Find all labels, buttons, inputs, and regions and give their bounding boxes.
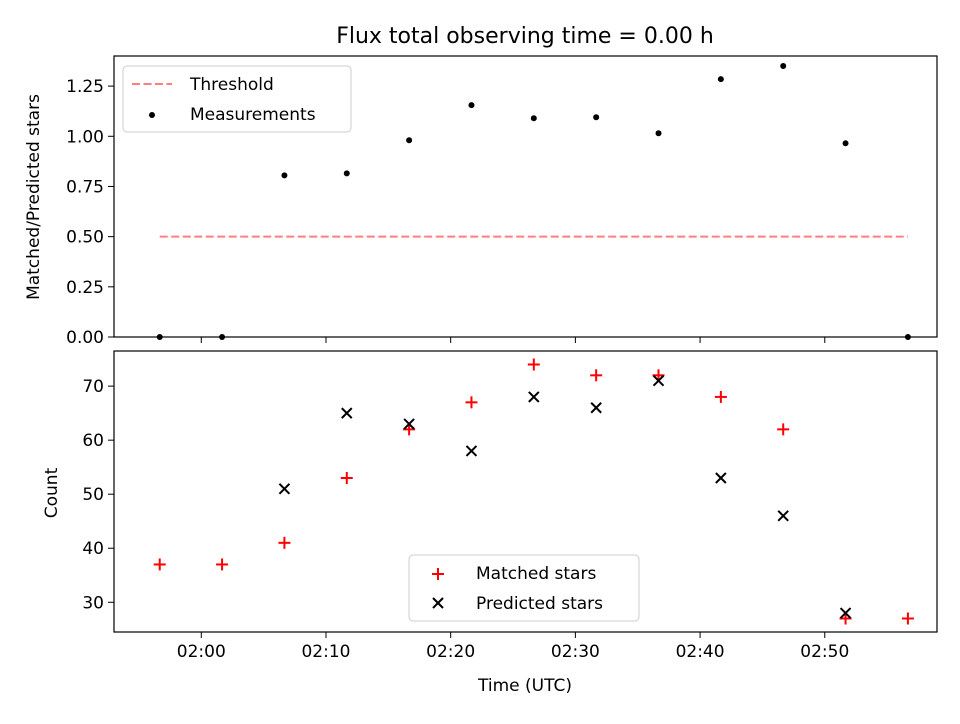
predicted-stars-point xyxy=(839,607,852,619)
matched-stars-point xyxy=(340,471,353,484)
x-tick-label: 02:50 xyxy=(800,642,849,662)
matched-stars-point xyxy=(216,558,229,571)
bottom-y-tick-label: 40 xyxy=(82,539,104,559)
predicted-stars-point xyxy=(341,407,353,419)
predicted-stars-point xyxy=(528,391,540,403)
bottom-y-tick-label: 50 xyxy=(82,485,104,505)
top-y-tick-label: 1.00 xyxy=(66,127,104,147)
top-axes-frame xyxy=(113,55,938,338)
bottom-plot-area: 30 40 50 60 70 02:00 02:10 02:20 02:30 02:40 02:50 xyxy=(82,350,938,662)
legend-matched-label: Matched stars xyxy=(476,564,596,584)
top-y-axis-label: Matched/Predicted stars xyxy=(24,94,44,300)
predicted-stars-point xyxy=(777,510,789,522)
predicted-stars-point xyxy=(715,472,727,484)
matched-stars-point xyxy=(590,369,603,382)
top-y-tick-label: 0.00 xyxy=(66,328,104,348)
matched-stars-point xyxy=(901,612,914,625)
x-tick-label: 02:10 xyxy=(301,642,350,662)
measurement-point xyxy=(468,102,475,109)
measurement-point xyxy=(530,115,537,122)
top-y-tick-label: 1.25 xyxy=(66,77,104,97)
predicted-stars-point xyxy=(465,445,478,457)
matched-stars-point xyxy=(527,358,540,371)
measurement-point xyxy=(343,170,350,177)
bottom-legend-frame xyxy=(408,554,640,622)
bottom-y-tick-label: 70 xyxy=(82,377,104,397)
matched-stars-point xyxy=(714,390,727,403)
measurement-point xyxy=(593,114,600,121)
legend-threshold-label: Threshold xyxy=(189,75,274,95)
matched-stars-point xyxy=(278,536,291,549)
top-legend: Threshold Measurements xyxy=(122,65,352,133)
matched-stars-point xyxy=(777,423,790,436)
predicted-stars-point xyxy=(652,375,665,387)
measurement-point xyxy=(281,172,288,179)
matched-stars-point xyxy=(465,396,478,409)
top-y-tick-label: 0.75 xyxy=(66,177,104,197)
measurement-point xyxy=(406,137,413,144)
x-axis-label: Time (UTC) xyxy=(477,676,572,696)
measurement-point xyxy=(842,140,849,147)
legend-measurements-label: Measurements xyxy=(190,105,316,125)
measurement-point xyxy=(780,63,787,70)
bottom-axes-frame xyxy=(113,350,938,633)
bottom-y-tick-label: 30 xyxy=(82,593,104,613)
x-tick-label: 02:20 xyxy=(426,642,475,662)
top-plot-area: 0.00 0.25 0.50 0.75 1.00 1.25 xyxy=(66,55,938,348)
top-y-tick-label: 0.25 xyxy=(66,278,104,298)
x-tick-label: 02:40 xyxy=(676,642,725,662)
top-chart-title: Flux total observing time = 0.00 h xyxy=(336,24,714,49)
bottom-y-tick-label: 60 xyxy=(82,431,104,451)
legend-matched-swatch xyxy=(432,568,444,580)
top-legend-frame xyxy=(122,65,352,133)
legend-predicted-swatch xyxy=(432,597,444,609)
top-y-tick-label: 0.50 xyxy=(66,228,104,248)
x-tick-label: 02:30 xyxy=(551,642,600,662)
predicted-stars-point xyxy=(403,418,415,430)
bottom-y-axis-label: Count xyxy=(42,467,62,518)
matched-stars-point xyxy=(153,558,166,571)
predicted-stars-point xyxy=(278,483,291,495)
legend-measurements-swatch xyxy=(149,112,155,118)
measurement-point xyxy=(655,130,662,137)
bottom-legend: Matched stars Predicted stars xyxy=(408,554,640,622)
predicted-stars-point xyxy=(590,402,602,414)
measurement-point xyxy=(717,76,724,83)
x-tick-label: 02:00 xyxy=(177,642,226,662)
legend-predicted-label: Predicted stars xyxy=(476,594,603,614)
